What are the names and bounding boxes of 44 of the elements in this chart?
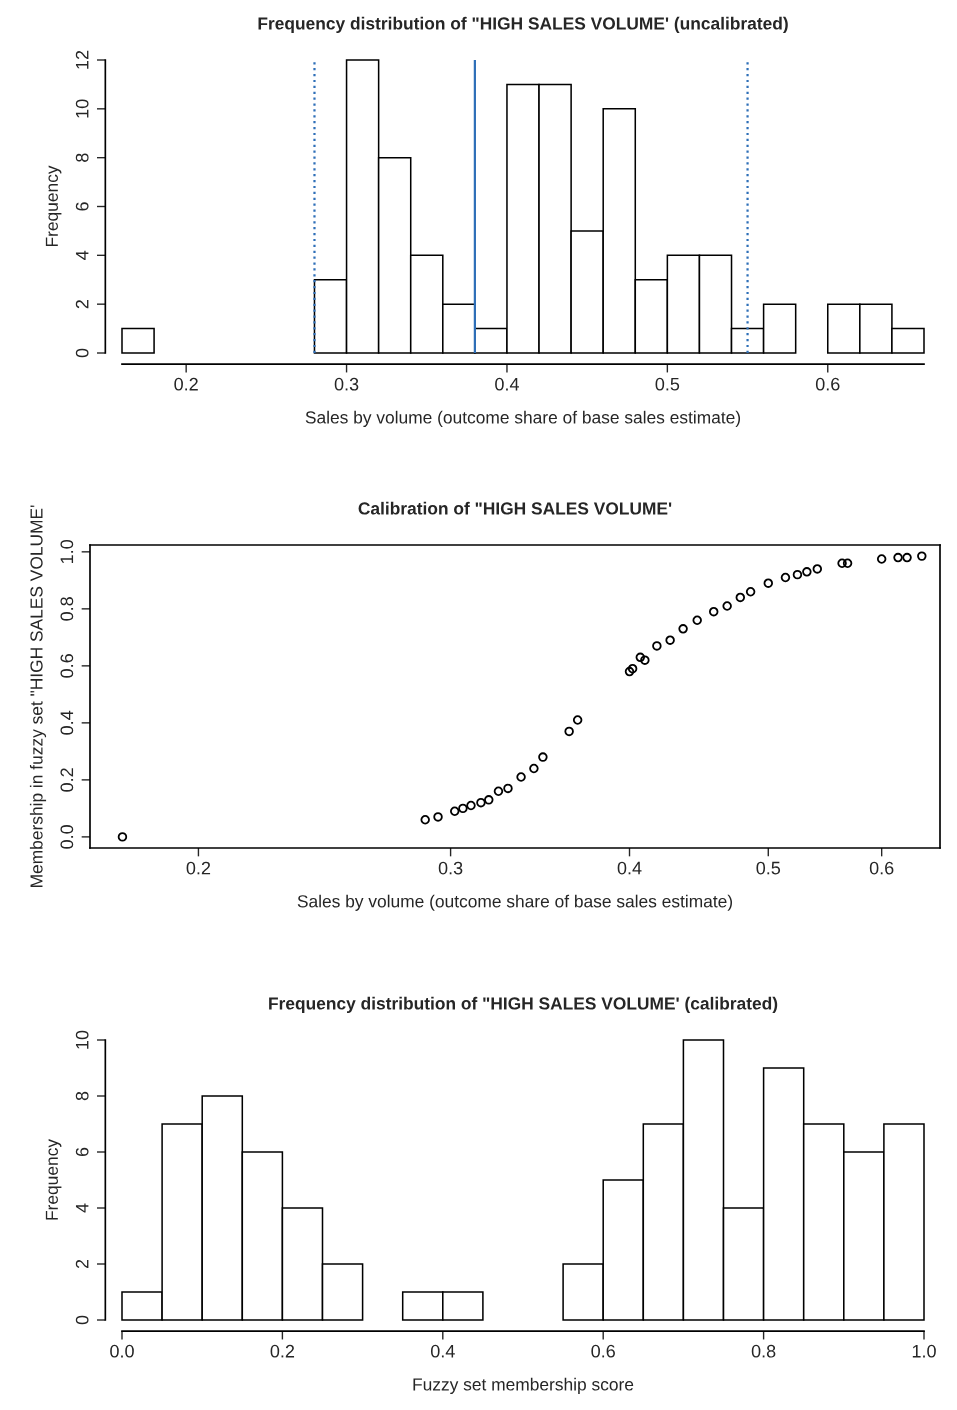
x-tick-label: 0.4 <box>430 1344 455 1358</box>
y-tick-label: 0.0 <box>60 825 74 849</box>
x-axis-title: Sales by volume (outcome share of base sales estimate) <box>305 410 741 427</box>
x-tick-label: 0.6 <box>869 861 894 875</box>
x-tick-label: 0.6 <box>591 1344 615 1358</box>
x-tick-label: 0.0 <box>110 1344 134 1358</box>
y-axis-title: Frequency <box>45 1139 62 1220</box>
y-tick-label: 0.8 <box>60 597 74 621</box>
x-tick-label: 0.4 <box>495 377 519 391</box>
y-tick-label: 0.4 <box>60 710 74 735</box>
y-tick-label: 8 <box>75 153 89 162</box>
x-tick-label: 0.3 <box>334 377 359 391</box>
chart-title: Frequency distribution of "HIGH SALES VOLUME' (uncalibrated) <box>258 16 788 34</box>
y-tick-label: 6 <box>75 1147 89 1157</box>
x-tick-label: 0.4 <box>617 861 642 875</box>
y-axis-title: Membership in fuzzy set "HIGH SALES VOLUME' <box>29 505 47 887</box>
y-tick-label: 8 <box>75 1091 89 1101</box>
x-tick-label: 0.2 <box>174 377 198 391</box>
x-tick-label: 0.3 <box>438 861 463 875</box>
y-tick-label: 0 <box>75 348 89 358</box>
chart-title: Calibration of "HIGH SALES VOLUME' <box>358 501 672 515</box>
x-axis-title: Fuzzy set membership score <box>413 1377 634 1394</box>
y-tick-label: 6 <box>75 202 89 211</box>
x-axis-title: Sales by volume (outcome share of base sales estimate) <box>297 894 733 911</box>
y-tick-label: 12 <box>75 50 89 69</box>
y-tick-label: 10 <box>75 1030 89 1049</box>
y-tick-label: 1.0 <box>60 540 74 564</box>
y-tick-label: 2 <box>75 1259 89 1269</box>
x-tick-label: 1.0 <box>912 1344 936 1358</box>
chart-title: Frequency distribution of "HIGH SALES VOLUME' (calibrated) <box>269 996 778 1014</box>
y-tick-label: 4 <box>75 250 89 260</box>
x-tick-label: 0.5 <box>756 861 781 875</box>
x-tick-label: 0.6 <box>815 377 840 391</box>
y-tick-label: 0.6 <box>60 654 74 678</box>
y-tick-label: 0.2 <box>60 768 74 792</box>
x-tick-label: 0.2 <box>186 861 211 875</box>
y-tick-label: 10 <box>75 99 89 118</box>
y-axis-title: Frequency <box>45 165 62 247</box>
y-tick-label: 0 <box>75 1315 89 1325</box>
y-tick-label: 2 <box>75 300 89 309</box>
x-tick-label: 0.5 <box>655 377 680 391</box>
y-tick-label: 4 <box>75 1203 89 1213</box>
x-tick-label: 0.8 <box>751 1344 776 1358</box>
x-tick-label: 0.2 <box>270 1344 295 1358</box>
